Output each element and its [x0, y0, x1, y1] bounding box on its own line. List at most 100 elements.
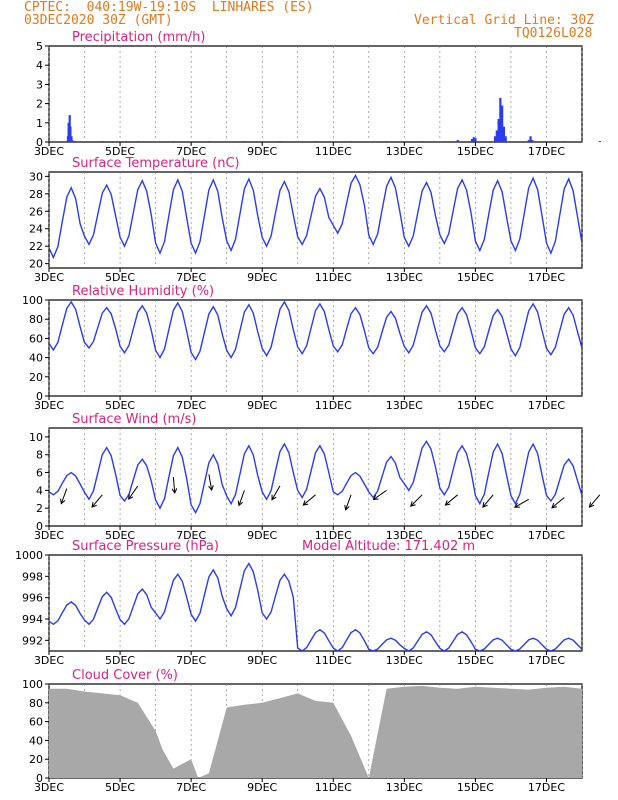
y-tick-label: 60: [29, 716, 43, 729]
x-tick-label: 3DEC: [34, 529, 64, 542]
y-tick-label: 3: [36, 78, 43, 91]
precip-bar: [386, 141, 388, 142]
x-tick-label: 7DEC: [176, 781, 206, 794]
x-tick-label: 9DEC: [247, 781, 277, 794]
precip-bar: [101, 141, 103, 142]
y-tick-label: 6: [36, 467, 43, 480]
y-tick-label: 40: [29, 734, 43, 747]
y-tick-label: 10: [29, 431, 43, 444]
precip-bar: [457, 140, 459, 142]
x-tick-label: 9DEC: [247, 145, 277, 158]
y-tick-label: 996: [22, 592, 43, 605]
y-tick-label: 2: [36, 98, 43, 111]
y-tick-label: 994: [22, 613, 43, 626]
precip-bar: [350, 141, 352, 142]
y-tick-label: 992: [22, 634, 43, 647]
panel-wind: 0 2 4 6 8 10 3DEC 5DEC 7DEC 9DEC 11DEC 13DEC 15DEC 17…: [29, 412, 600, 542]
precip-bar: [421, 141, 423, 142]
y-tick-label: 24: [29, 223, 43, 236]
y-tick-label: 40: [29, 352, 43, 365]
wind-arrow: [552, 497, 564, 507]
x-tick-label: 13DEC: [386, 399, 423, 412]
temp-series-line: [49, 176, 582, 258]
y-tick-label: 4: [36, 59, 43, 72]
x-tick-label: 17DEC: [528, 145, 565, 158]
y-tick-label: 5: [36, 40, 43, 53]
plot-frame: [49, 172, 582, 268]
wind-series-line: [49, 441, 582, 512]
x-tick-label: 11DEC: [315, 145, 352, 158]
precip-bar: [563, 141, 565, 142]
x-tick-label: 5DEC: [105, 399, 135, 412]
plot-frame: [49, 428, 582, 526]
precip-bar: [172, 141, 174, 142]
x-tick-label: 9DEC: [247, 399, 277, 412]
precip-bar: [208, 141, 210, 142]
y-tick-label: 100: [22, 294, 43, 307]
wind-arrow: [411, 495, 422, 506]
y-tick-label: 2: [36, 502, 43, 515]
panel-cloud: 0204060801003DEC 5DEC 7DEC 9DEC 11DEC 13DEC 15…: [22, 668, 618, 794]
y-tick-label: 8: [36, 449, 43, 462]
x-tick-label: 13DEC: [386, 145, 423, 158]
wind-arrow: [589, 495, 599, 507]
panel-title: Surface Wind (m/s): [72, 412, 196, 427]
x-tick-label: 3DEC: [34, 145, 64, 158]
x-tick-label: 9DEC: [247, 529, 277, 542]
x-tick-label: 15DEC: [457, 654, 494, 667]
y-tick-label: 30: [29, 170, 43, 183]
x-tick-label: 7DEC: [176, 399, 206, 412]
panel-pressure: 99299499699810003DEC 5DEC 7DEC 9DEC 11DEC 13D…: [15, 539, 582, 667]
meteogram: 0123453DEC 5DEC 7DEC 9DEC 11DEC 13DEC 15DEC 17D…: [0, 0, 618, 800]
x-tick-label: 5DEC: [105, 781, 135, 794]
precip-bar: [243, 141, 245, 142]
y-tick-label: 26: [29, 205, 43, 218]
plot-frame: [49, 300, 582, 396]
x-tick-label: 9DEC: [247, 271, 277, 284]
x-tick-label: 13DEC: [386, 654, 423, 667]
x-tick-label: 11DEC: [315, 271, 352, 284]
y-tick-label: 28: [29, 188, 43, 201]
x-tick-label: 17DEC: [528, 271, 565, 284]
x-tick-label: 15DEC: [457, 271, 494, 284]
y-tick-label: 4: [36, 484, 43, 497]
x-tick-label: 3DEC: [34, 781, 64, 794]
panel-title: Cloud Cover (%): [72, 668, 178, 683]
y-tick-label: 60: [29, 332, 43, 345]
precip-bar: [137, 141, 139, 142]
panel-rh: 0 20 40 60 80 100 3DEC 5DEC 7DEC 9DEC 11DEC 13DEC 15…: [22, 284, 582, 412]
wind-arrow: [303, 495, 315, 505]
y-tick-label: 1: [36, 117, 43, 130]
wind-arrow: [483, 495, 493, 507]
y-tick-label: 80: [29, 697, 43, 710]
x-tick-label: 3DEC: [34, 271, 64, 284]
wind-arrow: [92, 495, 102, 507]
y-tick-label: 20: [29, 258, 43, 271]
pressure-series-line: [49, 564, 582, 652]
panel-title: Surface Pressure (hPa): [72, 539, 219, 554]
x-tick-label: 13DEC: [386, 271, 423, 284]
x-tick-label: 7DEC: [176, 654, 206, 667]
y-tick-label: 20: [29, 753, 43, 766]
x-tick-label: 15DEC: [457, 781, 494, 794]
x-tick-label: 17DEC: [528, 654, 565, 667]
panel-title: Precipitation (mm/h): [72, 30, 205, 45]
x-tick-label: 9DEC: [247, 654, 277, 667]
y-tick-label: 22: [29, 240, 43, 253]
panel-precip: 0 1 2 3 4 5 3DEC 5DEC 7DEC 9DEC 11DEC 13DEC 15DEC 17D…: [34, 30, 618, 158]
precip-bar: [315, 141, 317, 142]
y-tick-label: 100: [22, 678, 43, 691]
x-tick-label: 15DEC: [457, 145, 494, 158]
panel-subtitle: Model Altitude: 171.402 m: [302, 539, 475, 554]
x-tick-label: 13DEC: [386, 781, 423, 794]
x-tick-label: 11DEC: [315, 654, 352, 667]
x-tick-label: 11DEC: [315, 781, 352, 794]
x-tick-label: 17DEC: [528, 399, 565, 412]
x-tick-label: 17DEC: [528, 529, 565, 542]
precip-bar: [599, 141, 601, 142]
x-tick-label: 15DEC: [457, 399, 494, 412]
x-tick-label: 11DEC: [315, 399, 352, 412]
rh-series-line: [49, 302, 582, 360]
x-tick-label: 3DEC: [34, 399, 64, 412]
x-tick-label: 7DEC: [176, 271, 206, 284]
